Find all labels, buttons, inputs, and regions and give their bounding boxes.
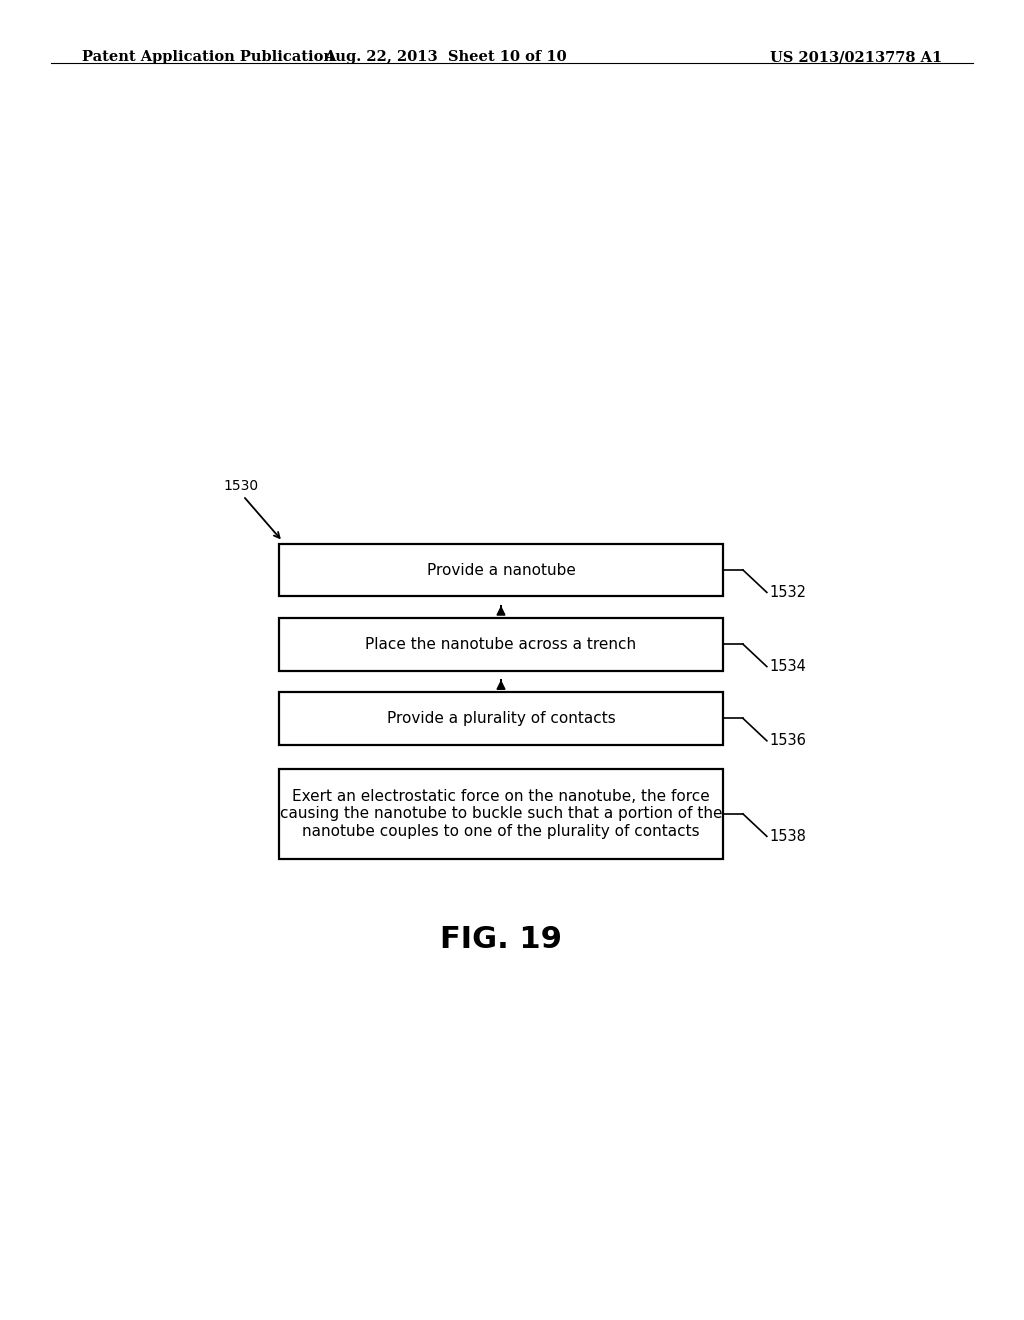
Text: Provide a nanotube: Provide a nanotube bbox=[427, 562, 575, 578]
Text: 1536: 1536 bbox=[769, 734, 806, 748]
Text: Exert an electrostatic force on the nanotube, the force
causing the nanotube to : Exert an electrostatic force on the nano… bbox=[280, 789, 722, 840]
Text: Place the nanotube across a trench: Place the nanotube across a trench bbox=[366, 636, 637, 652]
Text: 1530: 1530 bbox=[223, 479, 258, 492]
Bar bbox=[279, 544, 723, 597]
Text: US 2013/0213778 A1: US 2013/0213778 A1 bbox=[770, 50, 942, 65]
Text: 1534: 1534 bbox=[769, 659, 806, 675]
Bar bbox=[279, 618, 723, 671]
Text: 1538: 1538 bbox=[769, 829, 806, 843]
Bar bbox=[279, 692, 723, 744]
Text: Provide a plurality of contacts: Provide a plurality of contacts bbox=[387, 711, 615, 726]
Text: Aug. 22, 2013  Sheet 10 of 10: Aug. 22, 2013 Sheet 10 of 10 bbox=[325, 50, 566, 65]
Text: FIG. 19: FIG. 19 bbox=[440, 925, 562, 954]
Bar bbox=[279, 770, 723, 859]
Text: Patent Application Publication: Patent Application Publication bbox=[82, 50, 334, 65]
Text: 1532: 1532 bbox=[769, 585, 806, 599]
